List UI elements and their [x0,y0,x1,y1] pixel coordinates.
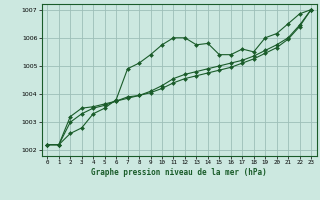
X-axis label: Graphe pression niveau de la mer (hPa): Graphe pression niveau de la mer (hPa) [91,168,267,177]
